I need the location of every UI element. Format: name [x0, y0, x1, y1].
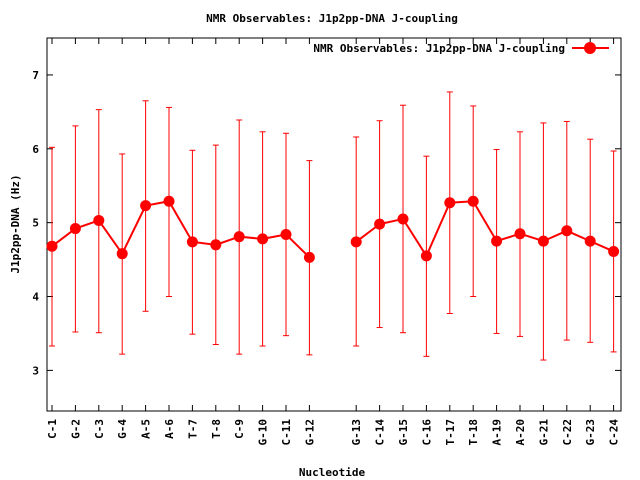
x-tick-label: A-5 — [140, 419, 153, 439]
x-tick-label: T-18 — [467, 419, 480, 446]
x-tick-label: C-14 — [374, 419, 387, 446]
x-tick-label: G-12 — [303, 419, 316, 446]
x-tick-label: G-4 — [116, 419, 129, 439]
data-point — [444, 197, 456, 209]
legend-label: NMR Observables: J1p2pp-DNA J-coupling — [313, 42, 565, 55]
data-point — [140, 200, 152, 212]
y-tick-label: 4 — [32, 291, 39, 304]
data-point — [163, 195, 175, 207]
x-axis-label: Nucleotide — [299, 466, 366, 479]
data-point — [397, 213, 409, 225]
x-tick-label: C-24 — [608, 419, 621, 446]
data-point — [280, 228, 292, 240]
x-tick-label: C-9 — [233, 419, 246, 439]
data-point — [257, 233, 269, 245]
series-line — [51, 200, 311, 259]
legend-marker — [584, 42, 596, 54]
series-line — [355, 200, 615, 259]
data-point — [69, 223, 81, 235]
x-tick-label: A-20 — [514, 419, 527, 446]
x-tick-label: G-23 — [584, 419, 597, 446]
series-line-group — [51, 200, 615, 259]
y-axis: 3 4 5 6 7 — [32, 69, 621, 377]
x-tick-label: C-11 — [280, 419, 293, 446]
data-point — [210, 239, 222, 251]
chart-title: NMR Observables: J1p2pp-DNA J-coupling — [206, 12, 458, 25]
x-tick-label: C-1 — [46, 419, 59, 439]
y-tick-label: 6 — [32, 143, 39, 156]
data-point — [93, 214, 105, 226]
y-tick-label: 3 — [32, 364, 39, 377]
data-point — [584, 235, 596, 247]
data-point — [537, 235, 549, 247]
x-tick-label: G-21 — [537, 419, 550, 446]
x-tick-label: T-8 — [210, 419, 223, 439]
x-axis: C-1 G-2 C-3 G-4 A-5 A-6 T-7 T-8 C-9 G-10 C-11 G-12 G… — [46, 38, 621, 446]
data-point — [467, 195, 479, 207]
x-tick-label: G-2 — [69, 419, 82, 439]
data-point — [233, 231, 245, 243]
data-point — [303, 251, 315, 263]
x-tick-label: C-3 — [93, 419, 106, 439]
data-point — [374, 218, 386, 230]
data-point — [186, 236, 198, 248]
data-point — [608, 245, 620, 257]
data-point — [514, 228, 526, 240]
x-tick-label: G-13 — [350, 419, 363, 446]
data-point — [350, 236, 362, 248]
data-point — [116, 248, 128, 260]
error-bars — [49, 91, 617, 361]
x-tick-label: C-22 — [561, 419, 574, 446]
data-points — [46, 195, 620, 263]
x-tick-label: G-10 — [257, 419, 270, 446]
x-tick-label: T-7 — [186, 419, 199, 439]
x-tick-label: A-6 — [163, 419, 176, 439]
legend: NMR Observables: J1p2pp-DNA J-coupling — [313, 42, 609, 55]
x-tick-label: G-15 — [397, 419, 410, 446]
data-point — [491, 235, 503, 247]
y-axis-label: J1p2pp-DNA (Hz) — [9, 174, 22, 273]
plot-area-frame — [46, 37, 622, 412]
x-tick-label: T-17 — [444, 419, 457, 446]
data-point — [46, 240, 58, 252]
x-tick-label: A-19 — [491, 419, 504, 446]
x-tick-label: C-16 — [420, 419, 433, 446]
data-point — [561, 225, 573, 237]
data-point — [420, 250, 432, 262]
y-tick-label: 7 — [32, 69, 39, 82]
y-tick-label: 5 — [32, 217, 39, 230]
